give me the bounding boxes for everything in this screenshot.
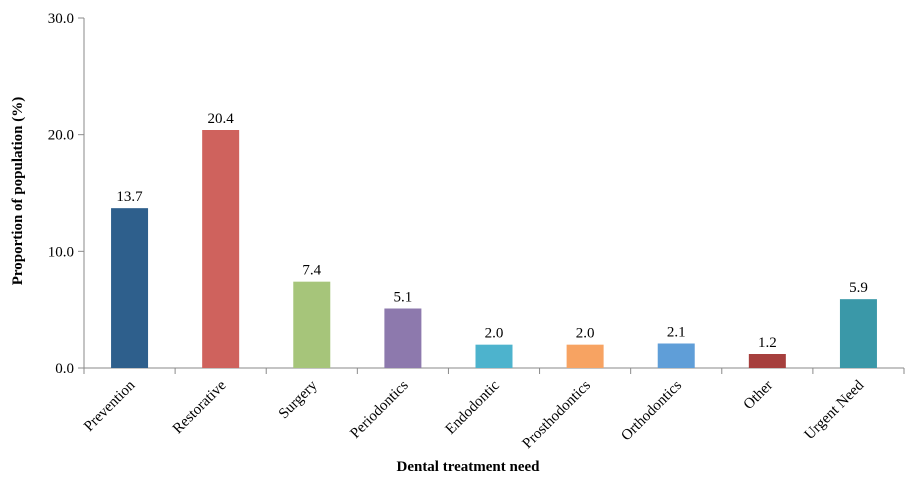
y-tick-label: 20.0 <box>48 128 74 144</box>
x-axis-title: Dental treatment need <box>396 459 540 475</box>
bar-surgery <box>293 281 331 368</box>
x-tick-label: Endodontic <box>443 377 503 437</box>
x-tick-label: Prevention <box>81 377 139 435</box>
data-label: 2.0 <box>576 326 595 342</box>
bar-restorative <box>202 130 240 368</box>
bar-prosthodontics <box>566 344 604 368</box>
x-tick-labels: Prevention Restorative Surgery Periodontics… <box>81 377 868 452</box>
data-label: 20.4 <box>208 111 235 127</box>
data-label: 2.1 <box>667 325 686 341</box>
y-tick-label: 30.0 <box>48 11 74 27</box>
x-axis <box>83 367 905 374</box>
x-tick-label: Periodontics <box>347 377 411 441</box>
y-axis: 0.0 10.0 20.0 30.0 <box>48 11 85 377</box>
data-label: 1.2 <box>758 335 777 351</box>
y-tick-label: 0.0 <box>55 361 74 377</box>
bars <box>111 130 877 368</box>
bar-prevention <box>111 208 149 368</box>
data-label: 7.4 <box>302 263 321 279</box>
bar-other <box>748 354 786 368</box>
x-tick-label: Surgery <box>276 377 321 422</box>
bar-periodontics <box>384 308 422 368</box>
x-tick-label: Restorative <box>170 377 230 437</box>
data-label: 13.7 <box>116 189 143 205</box>
data-labels: 13.7 20.4 7.4 5.1 2.0 2.0 2.1 1.2 5.9 <box>116 111 867 351</box>
x-tick-label: Orthodontics <box>618 377 685 444</box>
y-tick-label: 10.0 <box>48 244 74 260</box>
x-tick-label: Prosthodontics <box>520 377 594 451</box>
bar-urgent-need <box>839 299 877 368</box>
y-axis-title: Proportion of population (%) <box>10 97 26 286</box>
bar-orthodontics <box>657 343 695 368</box>
x-tick-label: Urgent Need <box>802 377 868 443</box>
data-label: 2.0 <box>485 326 504 342</box>
x-tick-label: Other <box>741 378 776 413</box>
bar-endodontic <box>475 344 513 368</box>
data-label: 5.9 <box>849 280 868 296</box>
data-label: 5.1 <box>394 290 413 306</box>
